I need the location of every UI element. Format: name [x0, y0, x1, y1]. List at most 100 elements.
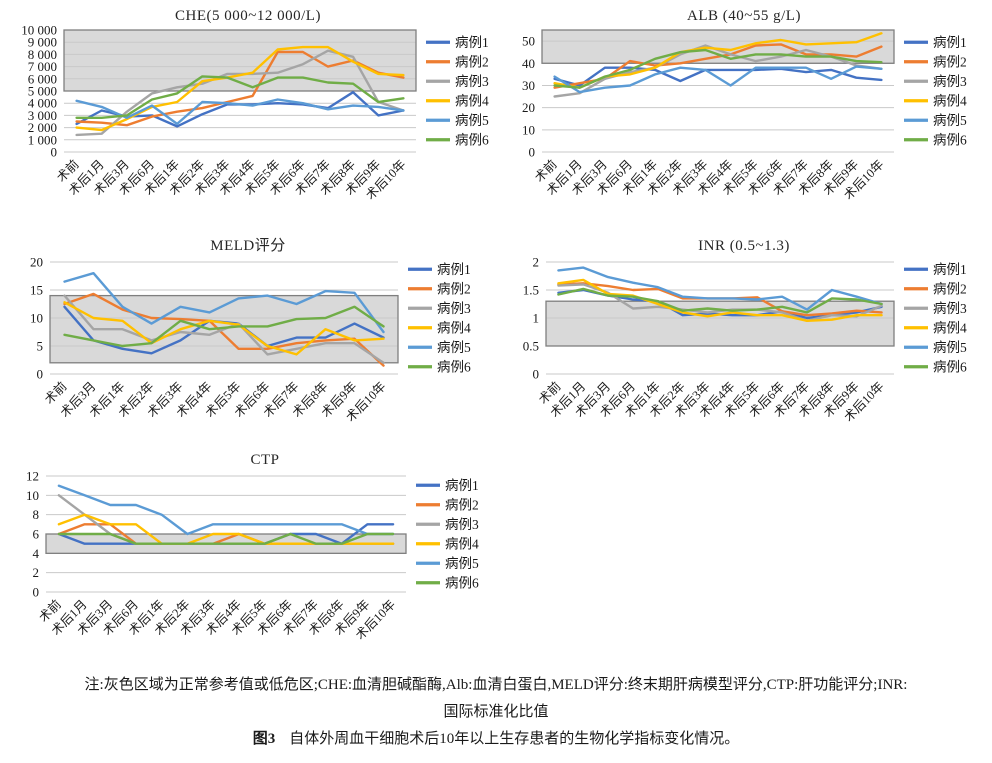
y-tick-label: 9 000: [28, 35, 57, 50]
legend-item-case4: 病例4: [904, 93, 967, 108]
legend-label-case2: 病例2: [445, 497, 479, 512]
legend-label-case5: 病例5: [933, 113, 967, 128]
chart-title: ALB (40~55 g/L): [687, 8, 801, 24]
legend-label-case1: 病例1: [445, 478, 479, 493]
series-line-case2: [63, 292, 385, 367]
y-tick-label: 15: [30, 283, 43, 298]
legend-label-case4: 病例4: [437, 320, 471, 335]
reference-band-border: [49, 294, 399, 364]
figure-note-line2: 国际标准化比值: [443, 704, 549, 720]
chart-ctp: CTP 0 2 4 6 8 10 12 术前 术后1月 术后3月 术后6月 术后1年 术后2年 术后3年 术后…: [0, 450, 530, 666]
legend-item-case6: 病例6: [408, 359, 471, 374]
chart-title: INR (0.5~1.3): [698, 238, 790, 254]
legend-item-case4: 病例4: [426, 93, 489, 108]
y-tick-label: 12: [26, 469, 39, 484]
legend-item-case5: 病例5: [426, 113, 489, 128]
legend-item-case4: 病例4: [904, 320, 967, 335]
series-line-case6: [63, 305, 385, 348]
legend-label-case2: 病例2: [933, 54, 967, 69]
legend-item-case1: 病例1: [904, 35, 967, 50]
figure-number: 图3: [252, 731, 276, 747]
series-line-case5: [75, 98, 405, 126]
series-line-case5: [557, 266, 883, 311]
chart-meld: MELD评分 0 5 10 15 20 术前 术后3月 术后1年 术后2年 术后3年 术后4年 术后5年…: [0, 236, 496, 448]
y-tick-label: 6: [33, 527, 40, 542]
y-tick-label: 1: [533, 311, 540, 326]
legend-item-case3: 病例3: [904, 74, 967, 89]
legend-item-case3: 病例3: [416, 517, 479, 532]
y-tick-label: 3 000: [28, 108, 57, 123]
y-tick-label: 2: [33, 565, 40, 580]
reference-band: [64, 30, 416, 91]
y-tick-label: 10: [522, 122, 535, 137]
series-line-case5: [63, 272, 385, 334]
chart-plot: 024681012术前术后1月术后3月术后6月术后1年术后2年术后3年术后4年术…: [26, 469, 479, 643]
legend-label-case2: 病例2: [933, 281, 967, 296]
legend-item-case5: 病例5: [904, 113, 967, 128]
series-line-case5: [57, 484, 395, 536]
y-tick-label: 10: [30, 311, 43, 326]
legend-item-case2: 病例2: [904, 281, 967, 296]
y-tick-label: 1.5: [523, 283, 539, 298]
series-line-case2: [75, 50, 405, 127]
legend-item-case6: 病例6: [904, 132, 967, 147]
figure-note-line1: 注:灰色区域为正常参考值或低危区;CHE:血清胆碱酯酶,Alb:血清白蛋白,ME…: [84, 677, 908, 693]
legend-item-case3: 病例3: [426, 74, 489, 89]
y-tick-label: 30: [522, 78, 535, 93]
series-line-case3: [63, 294, 385, 365]
chart-che: CHE(5 000~12 000/L) 0 1 000 2 000 3 000 4 000…: [0, 6, 496, 231]
chart-title: CTP: [250, 452, 280, 468]
y-tick-label: 6 000: [28, 71, 57, 86]
legend-label-case3: 病例3: [933, 74, 967, 89]
legend-label-case4: 病例4: [933, 93, 967, 108]
reference-band-border: [63, 29, 417, 92]
legend-item-case6: 病例6: [426, 132, 489, 147]
series-line-case1: [553, 66, 883, 87]
legend-item-case1: 病例1: [426, 35, 489, 50]
series-line-case6: [57, 532, 395, 545]
legend-item-case6: 病例6: [904, 359, 967, 374]
legend-item-case6: 病例6: [416, 575, 479, 590]
legend-item-case5: 病例5: [408, 340, 471, 355]
legend-label-case4: 病例4: [445, 536, 479, 551]
legend-item-case1: 病例1: [904, 262, 967, 277]
series-line-case4: [557, 278, 883, 323]
legend-label-case1: 病例1: [437, 262, 471, 277]
legend-label-case6: 病例6: [455, 132, 489, 147]
legend-label-case3: 病例3: [437, 301, 471, 316]
legend-label-case6: 病例6: [445, 575, 479, 590]
chart-inr: INR (0.5~1.3) 0 0.5 1 1.5 2 术前 术后1月 术后3月 术后6月 术后1年…: [496, 236, 992, 448]
legend-item-case4: 病例4: [416, 536, 479, 551]
legend-label-case6: 病例6: [437, 359, 471, 374]
legend-item-case1: 病例1: [408, 262, 471, 277]
legend-label-case5: 病例5: [445, 556, 479, 571]
chart-title: CHE(5 000~12 000/L): [175, 8, 321, 24]
series-line-case4: [63, 301, 385, 356]
legend-label-case1: 病例1: [933, 262, 967, 277]
chart-title: MELD评分: [210, 238, 286, 254]
series-line-case6: [553, 48, 883, 89]
y-tick-label: 5 000: [28, 84, 57, 99]
reference-band-border: [541, 29, 895, 64]
legend-item-case3: 病例3: [408, 301, 471, 316]
legend-item-case5: 病例5: [416, 556, 479, 571]
series-line-case1: [75, 90, 405, 128]
y-tick-label: 0: [37, 367, 44, 382]
y-tick-label: 10 000: [21, 23, 57, 38]
chart-plot: 05101520术前术后3月术后1年术后2年术后3年术后4年术后5年术后6年术后…: [30, 255, 471, 425]
chart-alb: ALB (40~55 g/L) 0 10 20 30 40 50 术前 术后1月 术后3月 术后6月…: [496, 6, 992, 231]
legend-label-case3: 病例3: [933, 301, 967, 316]
series-line-case6: [75, 75, 405, 120]
legend-item-case1: 病例1: [416, 478, 479, 493]
legend-label-case5: 病例5: [437, 340, 471, 355]
legend-label-case6: 病例6: [933, 132, 967, 147]
y-tick-label: 50: [522, 34, 535, 49]
y-tick-label: 2 000: [28, 120, 57, 135]
chart-plot: 01020304050术前术后1月术后3月术后6月术后1年术后2年术后3年术后4…: [522, 29, 967, 202]
legend-label-case3: 病例3: [445, 517, 479, 532]
legend-item-case2: 病例2: [416, 497, 479, 512]
y-tick-label: 0: [33, 585, 40, 600]
figure-caption-block: 注:灰色区域为正常参考值或低危区;CHE:血清胆碱酯酶,Alb:血清白蛋白,ME…: [0, 672, 992, 753]
y-tick-label: 0.5: [523, 339, 539, 354]
